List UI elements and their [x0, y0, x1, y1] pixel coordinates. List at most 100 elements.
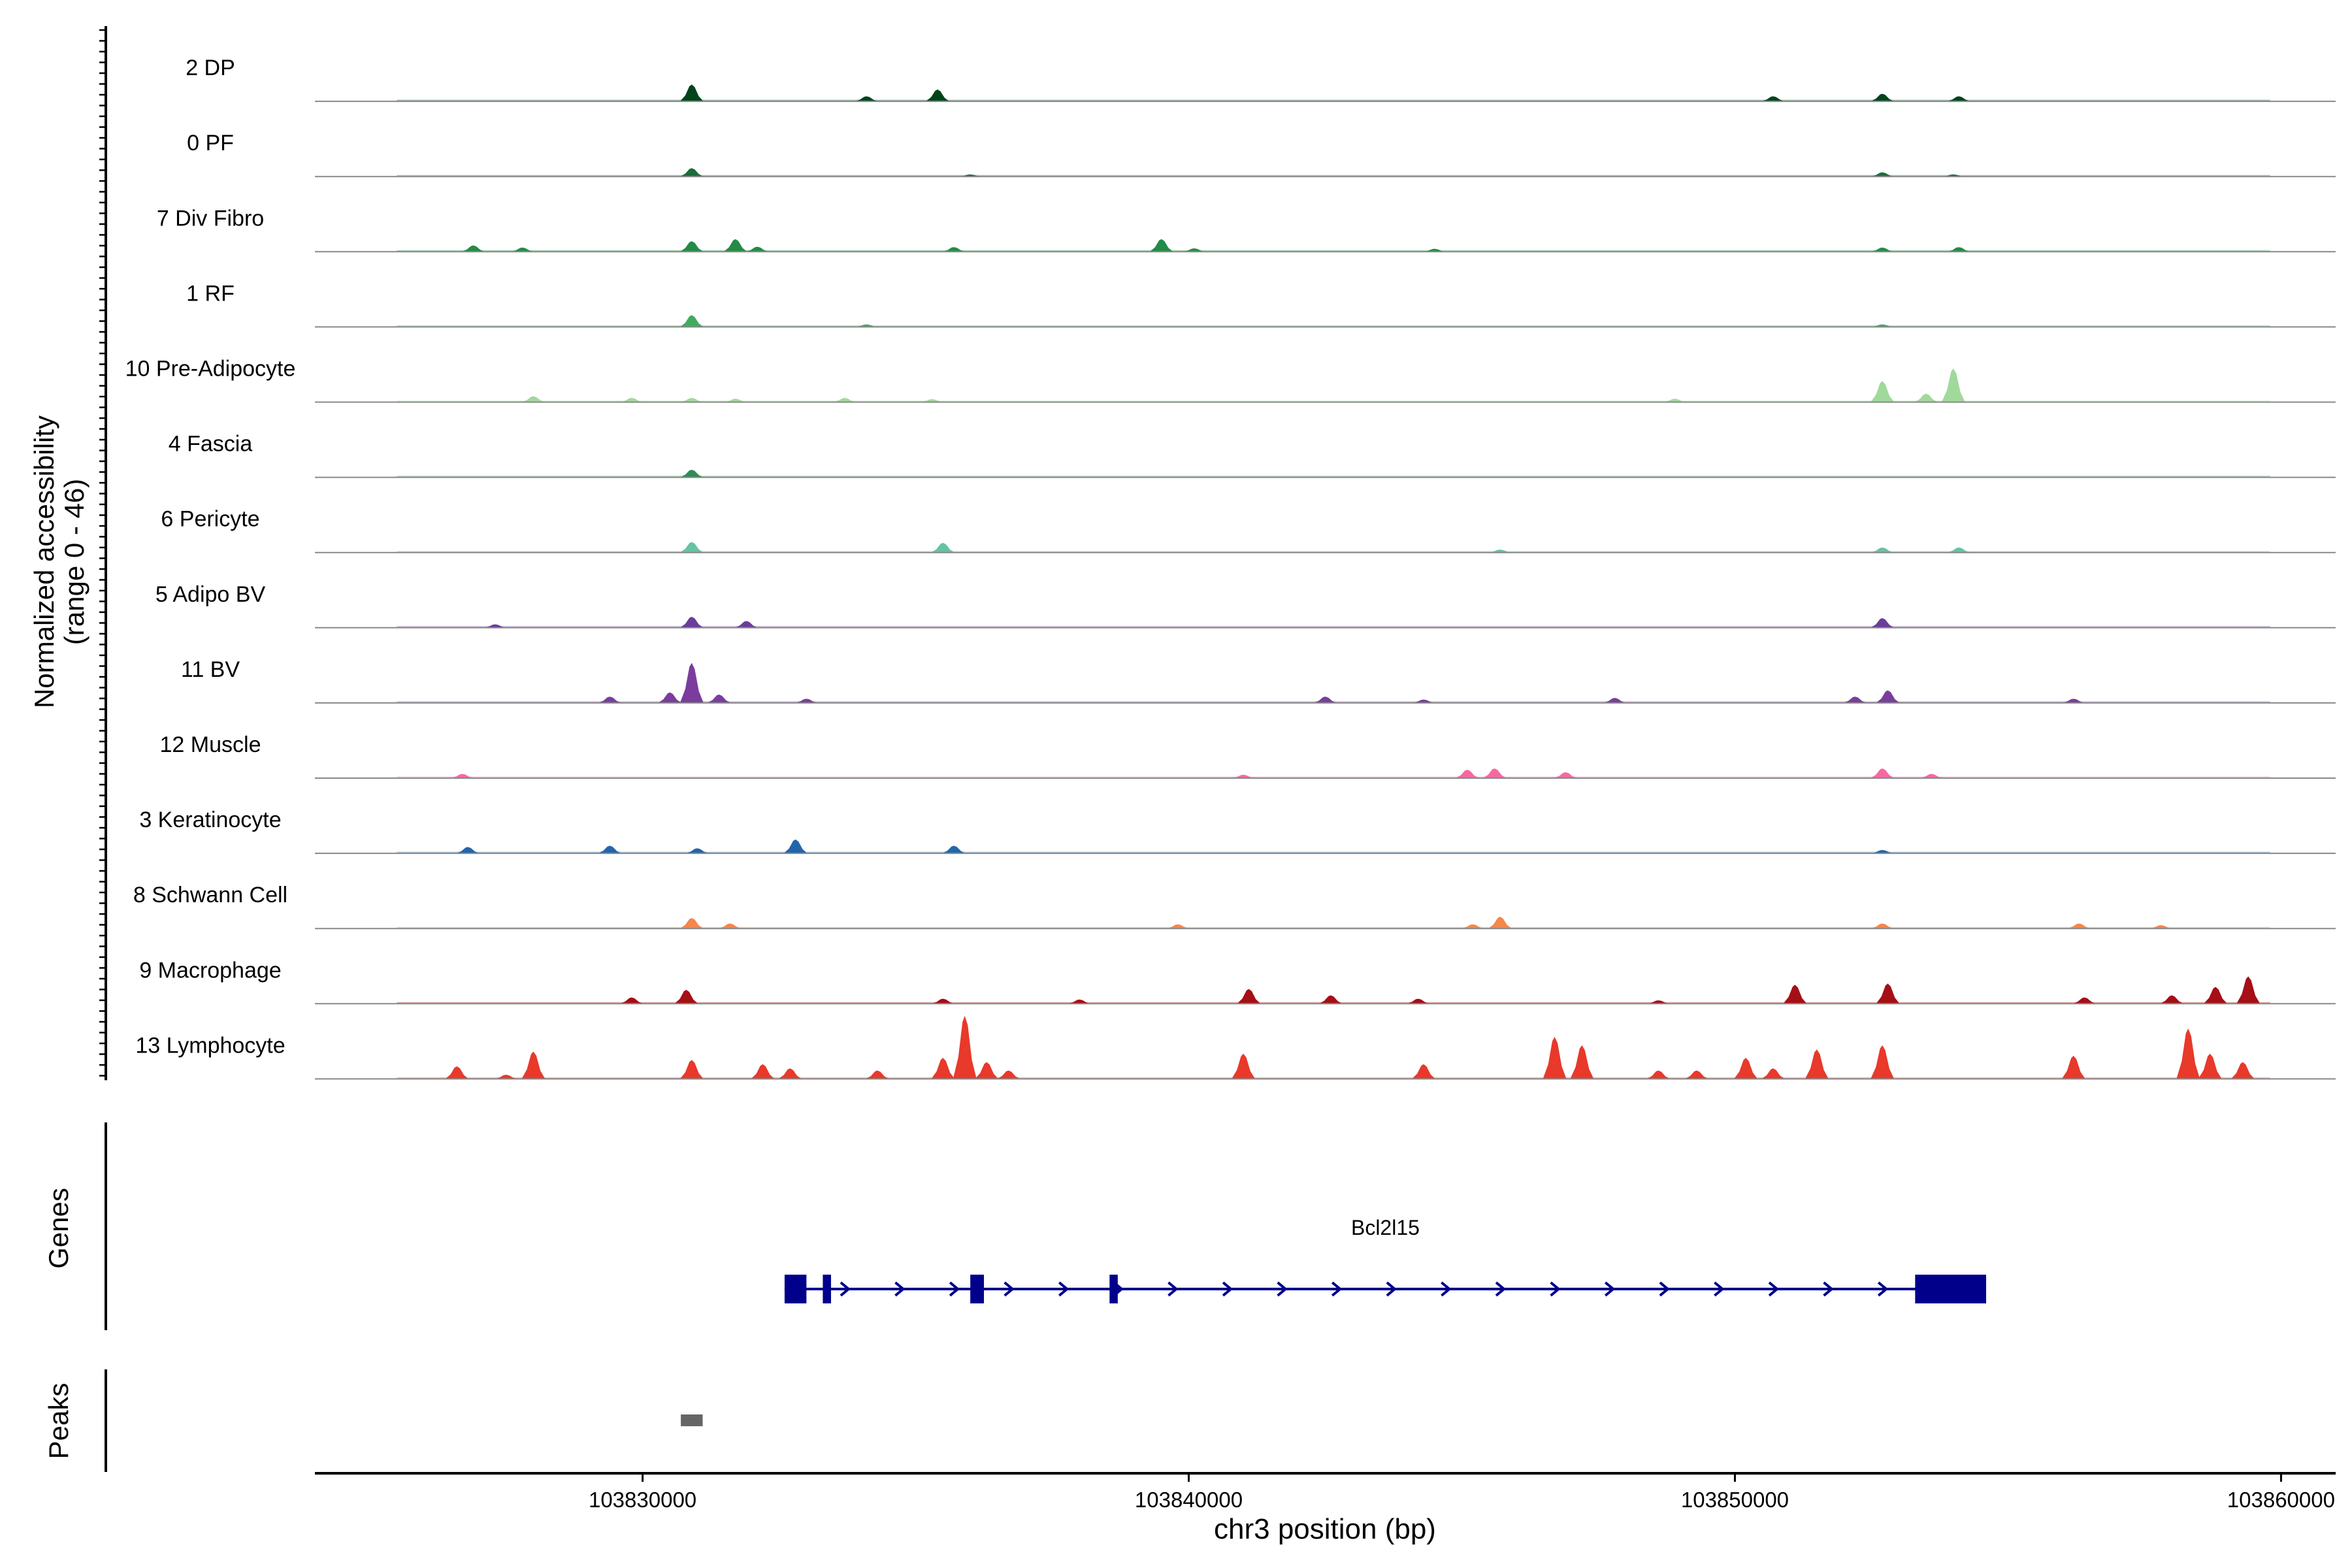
- gene-exon: [970, 1275, 985, 1303]
- coverage-peak: [510, 247, 534, 252]
- coverage-peak: [1646, 1070, 1671, 1079]
- coverage-peak: [1603, 698, 1627, 703]
- coverage-peak: [1870, 247, 1895, 252]
- coverage-peak: [1805, 1049, 1829, 1079]
- coverage-peak: [679, 662, 704, 703]
- coverage-tracks: 2 DP 0 PF 7 Div Fibro 1 RF 10 Pre-Adipocyte 4…: [125, 56, 2336, 1080]
- y-axis-label-line2: (range 0 - 46): [59, 479, 90, 645]
- coverage-peak: [920, 399, 944, 402]
- coverage-peak: [1313, 696, 1337, 703]
- x-axis-ticks: 103830000 103840000 103850000 103860000: [589, 1473, 2335, 1512]
- track-label: 5 Adipo BV: [155, 582, 266, 607]
- gene-exon: [1109, 1275, 1118, 1303]
- coverage-peak: [1870, 768, 1895, 778]
- coverage-peak: [1947, 547, 1971, 553]
- coverage-track: 8 Schwann Cell: [133, 883, 2336, 930]
- coverage-peak: [778, 1068, 802, 1079]
- x-tick-label: 103830000: [589, 1488, 696, 1512]
- coverage-peak: [679, 542, 704, 553]
- coverage-peak: [1461, 924, 1485, 929]
- coverage-peak: [855, 96, 879, 102]
- coverage-peak: [1761, 96, 1785, 102]
- coverage-peak: [685, 848, 710, 854]
- coverage-peak: [832, 398, 857, 402]
- coverage-peak: [2198, 1053, 2222, 1079]
- coverage-peak: [1237, 988, 1261, 1004]
- coverage-peak: [2149, 925, 2173, 929]
- coverage-track: 2 DP: [186, 56, 2336, 103]
- coverage-peak: [1543, 1036, 1567, 1079]
- coverage-peak: [1734, 1058, 1758, 1079]
- strand-arrow: [1714, 1281, 1725, 1297]
- coverage-peak: [1166, 924, 1190, 929]
- coverage-peak: [674, 990, 698, 1004]
- strand-arrow: [1277, 1281, 1288, 1297]
- track-label: 0 PF: [187, 131, 234, 155]
- coverage-track: 13 Lymphocyte: [135, 1015, 2336, 1080]
- track-label: 11 BV: [181, 657, 240, 682]
- coverage-peak: [1149, 238, 1173, 252]
- coverage-peak: [1663, 399, 1687, 402]
- coverage-peak: [456, 847, 480, 854]
- coverage-peak: [1232, 774, 1256, 778]
- coverage-track: 9 Macrophage: [139, 958, 2336, 1005]
- strand-arrow: [1441, 1281, 1452, 1297]
- coverage-peak: [2067, 923, 2091, 929]
- coverage-peak: [1870, 1045, 1895, 1079]
- gene-exon: [1915, 1275, 1986, 1303]
- genes-panel-label: Genes: [43, 1188, 74, 1269]
- coverage-peak: [794, 698, 819, 703]
- gene-name-label: Bcl2l15: [1351, 1216, 1420, 1239]
- coverage-peak: [723, 399, 747, 402]
- strand-arrow: [1768, 1281, 1780, 1297]
- coverage-peak: [521, 396, 546, 402]
- coverage-track: 3 Keratinocyte: [139, 808, 2336, 855]
- coverage-track: 6 Pericyte: [161, 507, 2336, 553]
- strand-arrow: [949, 1281, 960, 1297]
- coverage-peak: [1870, 93, 1895, 102]
- coverage-peak: [2072, 997, 2097, 1004]
- coverage-track: 4 Fascia: [169, 432, 2336, 478]
- coverage-peak: [1870, 381, 1895, 402]
- coverage-peak: [450, 774, 474, 778]
- coverage-peak: [707, 694, 731, 703]
- gene-exon: [823, 1275, 831, 1303]
- coverage-peak: [1684, 1070, 1708, 1079]
- coverage-peak: [1488, 549, 1512, 553]
- strand-arrow: [1058, 1281, 1070, 1297]
- coverage-peak: [953, 1015, 977, 1079]
- coverage-peak: [679, 168, 704, 177]
- x-tick-label: 103860000: [2227, 1488, 2335, 1512]
- coverage-peak: [2236, 976, 2261, 1004]
- coverage-peak: [679, 241, 704, 252]
- coverage-peak: [734, 621, 759, 628]
- x-tick-label: 103840000: [1135, 1488, 1243, 1512]
- gene-track: Bcl2l15: [784, 1216, 1986, 1303]
- track-label: 2 DP: [186, 56, 235, 80]
- coverage-peak: [1761, 1068, 1785, 1079]
- coverage-peak: [1870, 923, 1895, 929]
- coverage-track: 0 PF: [187, 131, 2336, 178]
- strand-arrow: [1386, 1281, 1397, 1297]
- strand-arrow: [1659, 1281, 1670, 1297]
- coverage-peak: [723, 238, 747, 252]
- coverage-peak: [461, 245, 485, 252]
- coverage-peak: [679, 84, 704, 102]
- strand-arrow: [894, 1281, 906, 1297]
- coverage-peak: [445, 1066, 469, 1079]
- y-axis-label-line1: Normalized accessibility: [29, 416, 59, 708]
- coverage-peak: [598, 696, 622, 703]
- coverage-peak: [1318, 995, 1343, 1004]
- strand-arrow: [1331, 1281, 1343, 1297]
- coverage-peak: [1182, 248, 1206, 252]
- coverage-peak: [1455, 770, 1479, 778]
- coverage-peak: [1646, 1000, 1671, 1004]
- coverage-peak: [1411, 1064, 1435, 1079]
- coverage-peak: [931, 1058, 955, 1079]
- track-label: 3 Keratinocyte: [139, 808, 281, 832]
- strand-arrow: [1495, 1281, 1507, 1297]
- coverage-peak: [1422, 248, 1446, 252]
- coverage-peak: [1232, 1053, 1256, 1079]
- coverage-track: 1 RF: [186, 281, 2336, 328]
